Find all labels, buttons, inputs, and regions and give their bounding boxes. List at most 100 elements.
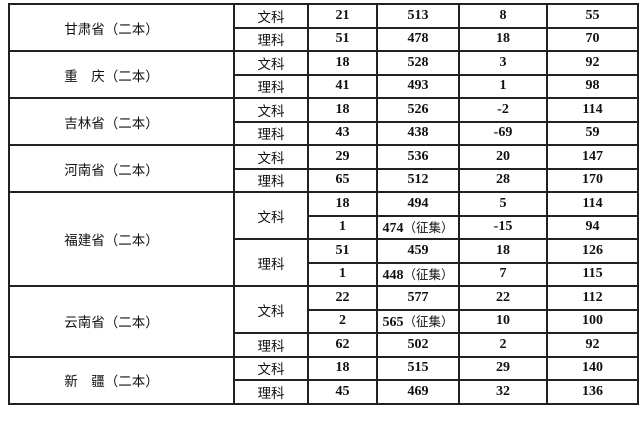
- score-cell: 474（征集）: [376, 214, 460, 240]
- table-row: 重 庆（二本） 文科 18 528 3 92: [8, 50, 639, 99]
- subject-cell: 理科: [233, 238, 309, 287]
- rank-cell: 114: [546, 191, 639, 217]
- count-cell: 43: [307, 120, 378, 146]
- table-row: 甘肃省（二本） 文科 21 513 8 55: [8, 3, 639, 52]
- rank-cell: 92: [546, 332, 639, 358]
- score-value: 474: [382, 221, 404, 237]
- score-cell: 448（征集）: [376, 261, 460, 287]
- rank-cell: 94: [546, 214, 639, 240]
- score-value: 528: [407, 54, 429, 70]
- table-row: 理科 51 478 18 70: [9, 26, 639, 52]
- subject-cell: 文科: [233, 50, 309, 76]
- score-note: （征集）: [403, 314, 454, 330]
- count-cell: 41: [307, 73, 378, 99]
- province-cell: 重 庆（二本）: [8, 50, 235, 99]
- table-row: 理科 45 469 32 136: [9, 379, 639, 405]
- subject-cell: 理科: [233, 379, 309, 405]
- table-row: 2 565（征集） 10 100: [9, 308, 639, 334]
- subject-cell: 文科: [233, 191, 309, 240]
- score-value: 536: [407, 148, 429, 164]
- count-cell: 1: [307, 214, 378, 240]
- diff-cell: 18: [458, 238, 548, 264]
- province-cell: 新 疆（二本）: [8, 355, 235, 405]
- province-cell: 河南省（二本）: [8, 144, 235, 193]
- score-cell: 512: [376, 167, 460, 193]
- rank-cell: 147: [546, 144, 639, 170]
- score-cell: 469: [376, 379, 460, 405]
- diff-cell: 32: [458, 379, 548, 405]
- score-cell: 459: [376, 238, 460, 264]
- table-row: 理科 43 438 -69 59: [9, 120, 639, 146]
- score-cell: 526: [376, 97, 460, 123]
- diff-cell: 20: [458, 144, 548, 170]
- score-value: 513: [407, 7, 429, 23]
- diff-cell: 7: [458, 261, 548, 287]
- score-value: 494: [407, 195, 429, 211]
- score-cell: 528: [376, 50, 460, 76]
- diff-cell: 5: [458, 191, 548, 217]
- table-row: 理科 41 493 1 98: [9, 73, 639, 99]
- rank-cell: 112: [546, 285, 639, 311]
- diff-cell: 29: [458, 355, 548, 381]
- province-cell: 福建省（二本）: [8, 191, 235, 287]
- diff-cell: -2: [458, 97, 548, 123]
- rank-cell: 126: [546, 238, 639, 264]
- table-row: 理科 51 459 18 126: [9, 238, 639, 287]
- score-value: 502: [407, 336, 429, 352]
- subject-cell: 理科: [233, 73, 309, 99]
- score-cell: 513: [376, 3, 460, 29]
- score-value: 459: [407, 242, 429, 258]
- table-row: 理科 65 512 28 170: [9, 167, 639, 193]
- diff-cell: 28: [458, 167, 548, 193]
- score-cell: 565（征集）: [376, 308, 460, 334]
- rank-cell: 70: [546, 26, 639, 52]
- diff-cell: -69: [458, 120, 548, 146]
- admission-table: 甘肃省（二本） 文科 21 513 8 55 理科 51 478 18 70 重 庆（二本） 文科 18 5…: [8, 3, 639, 405]
- score-value: 512: [407, 172, 429, 188]
- score-cell: 438: [376, 120, 460, 146]
- score-note: （征集）: [403, 220, 454, 236]
- diff-cell: 22: [458, 285, 548, 311]
- subject-cell: 理科: [233, 167, 309, 193]
- score-value: 515: [407, 360, 429, 376]
- rank-cell: 136: [546, 379, 639, 405]
- score-value: 526: [407, 101, 429, 117]
- score-cell: 493: [376, 73, 460, 99]
- count-cell: 29: [307, 144, 378, 170]
- diff-cell: 1: [458, 73, 548, 99]
- score-cell: 536: [376, 144, 460, 170]
- rank-cell: 59: [546, 120, 639, 146]
- province-cell: 云南省（二本）: [8, 285, 235, 358]
- score-cell: 515: [376, 355, 460, 381]
- count-cell: 18: [307, 50, 378, 76]
- count-cell: 1: [307, 261, 378, 287]
- count-cell: 2: [307, 308, 378, 334]
- province-cell: 吉林省（二本）: [8, 97, 235, 146]
- count-cell: 65: [307, 167, 378, 193]
- count-cell: 21: [307, 3, 378, 29]
- score-cell: 494: [376, 191, 460, 217]
- diff-cell: 3: [458, 50, 548, 76]
- subject-cell: 文科: [233, 285, 309, 334]
- rank-cell: 115: [546, 261, 639, 287]
- diff-cell: 10: [458, 308, 548, 334]
- table-row: 云南省（二本） 文科 22 577 22 112: [8, 285, 639, 358]
- subject-cell: 文科: [233, 97, 309, 123]
- score-cell: 577: [376, 285, 460, 311]
- count-cell: 62: [307, 332, 378, 358]
- rank-cell: 100: [546, 308, 639, 334]
- score-cell: 478: [376, 26, 460, 52]
- count-cell: 18: [307, 355, 378, 381]
- table-row: 河南省（二本） 文科 29 536 20 147: [8, 144, 639, 193]
- table-row: 福建省（二本） 文科 18 494 5 114: [8, 191, 639, 287]
- province-cell: 甘肃省（二本）: [8, 3, 235, 52]
- diff-cell: 18: [458, 26, 548, 52]
- count-cell: 51: [307, 26, 378, 52]
- rank-cell: 55: [546, 3, 639, 29]
- table-row: 吉林省（二本） 文科 18 526 -2 114: [8, 97, 639, 146]
- count-cell: 22: [307, 285, 378, 311]
- rank-cell: 92: [546, 50, 639, 76]
- score-value: 493: [407, 78, 429, 94]
- count-cell: 45: [307, 379, 378, 405]
- table-row: 理科 62 502 2 92: [9, 332, 639, 358]
